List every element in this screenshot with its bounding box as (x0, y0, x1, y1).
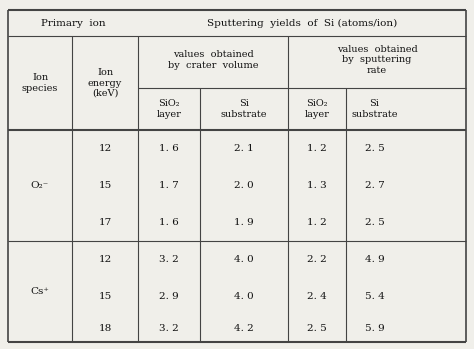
Text: 2. 0: 2. 0 (234, 181, 254, 190)
Text: 2. 4: 2. 4 (307, 292, 327, 301)
Text: values  obtained
by  sputtering
rate: values obtained by sputtering rate (337, 45, 418, 75)
Text: Ion
energy
(keV): Ion energy (keV) (88, 68, 122, 98)
Text: 1. 9: 1. 9 (234, 218, 254, 227)
Text: 5. 4: 5. 4 (365, 292, 384, 301)
Text: 4. 0: 4. 0 (234, 255, 254, 264)
Text: Primary  ion: Primary ion (41, 18, 105, 28)
Text: 1. 6: 1. 6 (159, 218, 179, 227)
Text: 15: 15 (99, 292, 111, 301)
Text: Sputtering  yields  of  Si (atoms/ion): Sputtering yields of Si (atoms/ion) (207, 18, 397, 28)
Text: values  obtained
by  crater  volume: values obtained by crater volume (168, 50, 258, 70)
Text: 2. 9: 2. 9 (159, 292, 179, 301)
Text: Ion
species: Ion species (22, 73, 58, 93)
Text: 2. 2: 2. 2 (307, 255, 327, 264)
Text: 5. 9: 5. 9 (365, 324, 384, 333)
Text: 1. 3: 1. 3 (307, 181, 327, 190)
Text: 1. 7: 1. 7 (159, 181, 179, 190)
Text: 17: 17 (99, 218, 111, 227)
Text: 18: 18 (99, 324, 111, 333)
Text: Cs⁺: Cs⁺ (30, 287, 49, 296)
Text: 3. 2: 3. 2 (159, 324, 179, 333)
Text: Si
substrate: Si substrate (221, 99, 267, 119)
Text: 2. 7: 2. 7 (365, 181, 384, 190)
Text: 4. 2: 4. 2 (234, 324, 254, 333)
Text: 12: 12 (99, 144, 111, 153)
Text: SiO₂
layer: SiO₂ layer (305, 99, 329, 119)
Text: 2. 5: 2. 5 (307, 324, 327, 333)
Text: 1. 2: 1. 2 (307, 144, 327, 153)
Text: 3. 2: 3. 2 (159, 255, 179, 264)
Text: 1. 2: 1. 2 (307, 218, 327, 227)
Text: 2. 5: 2. 5 (365, 144, 384, 153)
Text: 2. 5: 2. 5 (365, 218, 384, 227)
Text: SiO₂
layer: SiO₂ layer (156, 99, 182, 119)
Text: 2. 1: 2. 1 (234, 144, 254, 153)
Text: 4. 0: 4. 0 (234, 292, 254, 301)
Text: O₂⁻: O₂⁻ (31, 181, 49, 190)
Text: 12: 12 (99, 255, 111, 264)
Text: 1. 6: 1. 6 (159, 144, 179, 153)
Text: 4. 9: 4. 9 (365, 255, 384, 264)
Text: Si
substrate: Si substrate (351, 99, 398, 119)
Text: 15: 15 (99, 181, 111, 190)
